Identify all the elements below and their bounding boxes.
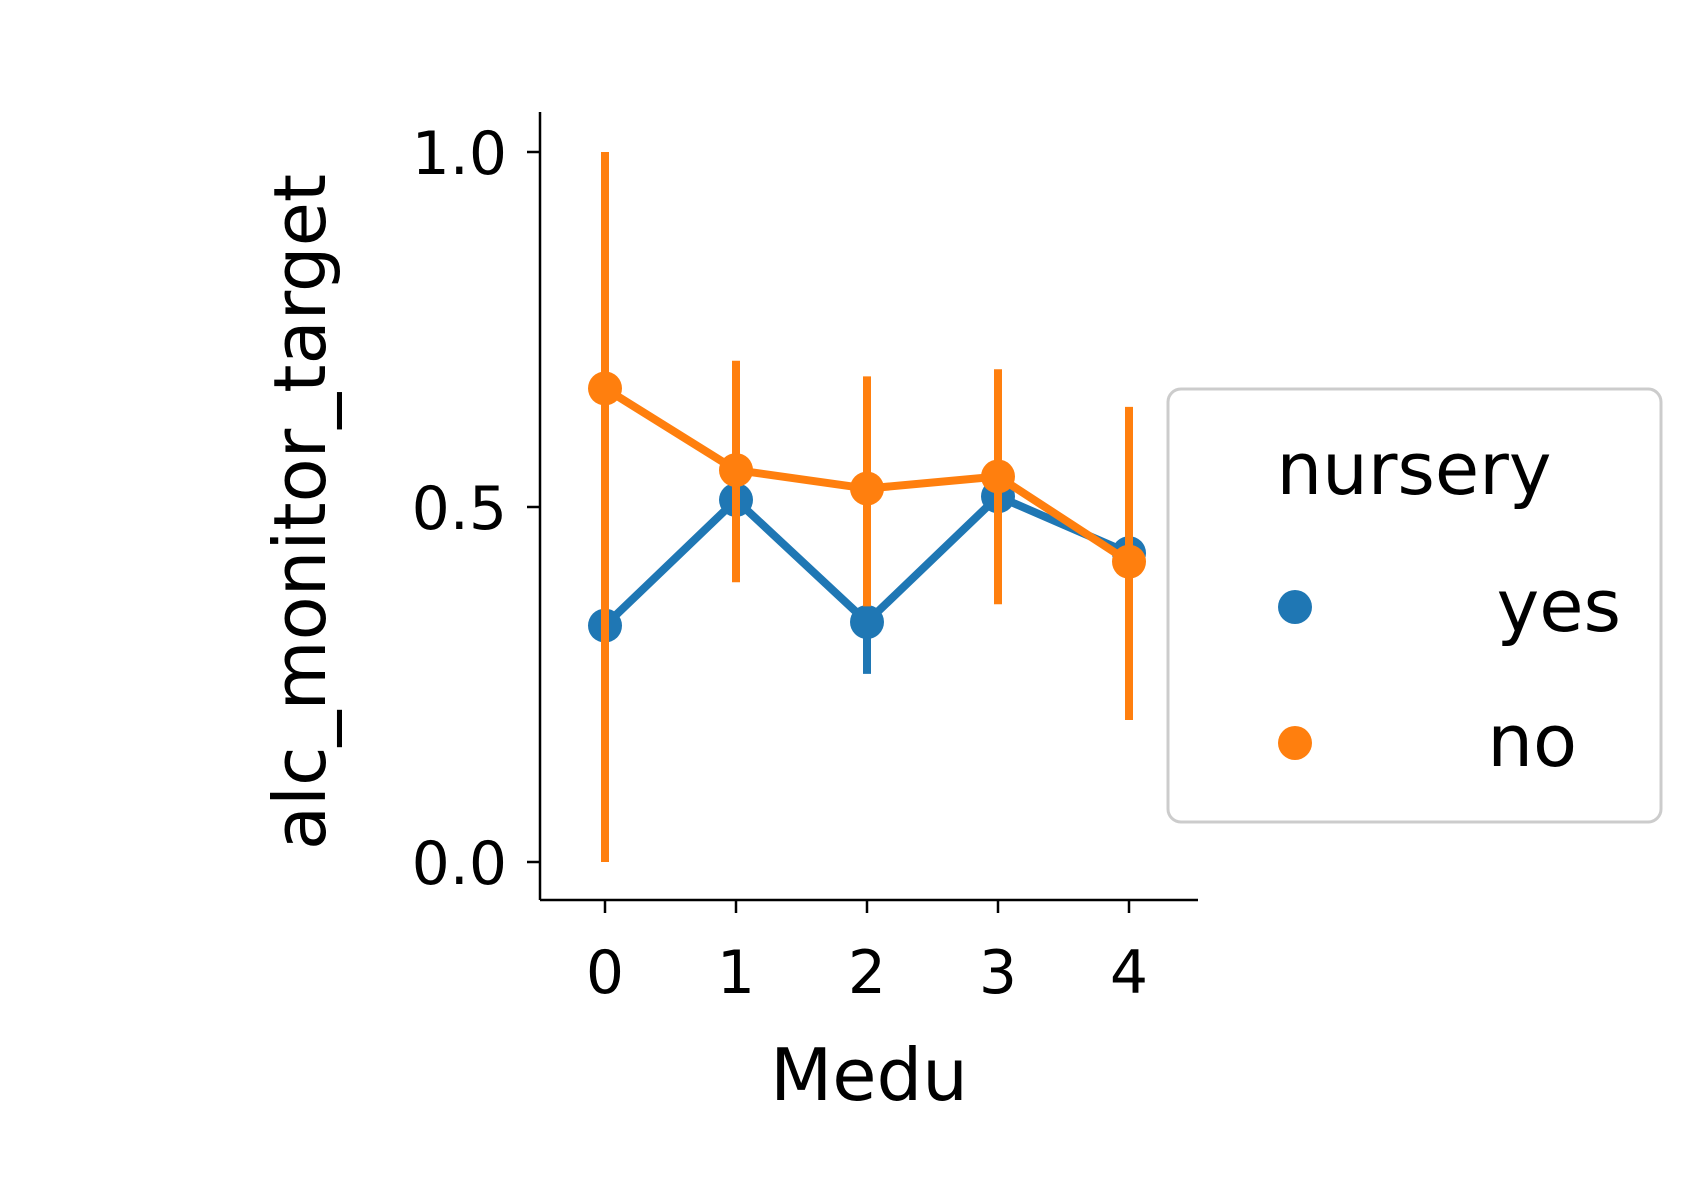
legend: nursery yes no [1166,387,1663,824]
legend-label-no: no [1487,699,1577,783]
legend-marker-no [1278,726,1312,760]
data-point [719,453,753,488]
data-point [1112,544,1146,579]
legend-frame [1166,387,1663,824]
x-tick-label: 4 [1110,938,1148,1008]
x-tick-label: 3 [979,938,1017,1008]
legend-marker-yes [1278,590,1312,624]
data-point [850,605,884,640]
plot-area [588,152,1146,862]
data-point [588,371,622,406]
x-ticks: 0 1 2 3 4 [586,900,1148,1008]
data-point [981,459,1015,494]
x-tick-label: 1 [717,938,755,1008]
data-point [850,471,884,506]
y-axis-label: alc_monitor_target [258,174,342,850]
x-tick-label: 0 [586,938,624,1008]
y-tick-label: 0.5 [412,474,507,544]
legend-title: nursery [1277,427,1552,511]
x-axis-label: Medu [770,1033,968,1117]
x-tick-label: 2 [848,938,886,1008]
series-no [588,152,1146,862]
legend-label-yes: yes [1497,564,1621,648]
y-tick-label: 1.0 [412,119,507,189]
y-tick-label: 0.0 [412,829,507,899]
y-ticks: 0.0 0.5 1.0 [412,119,540,899]
